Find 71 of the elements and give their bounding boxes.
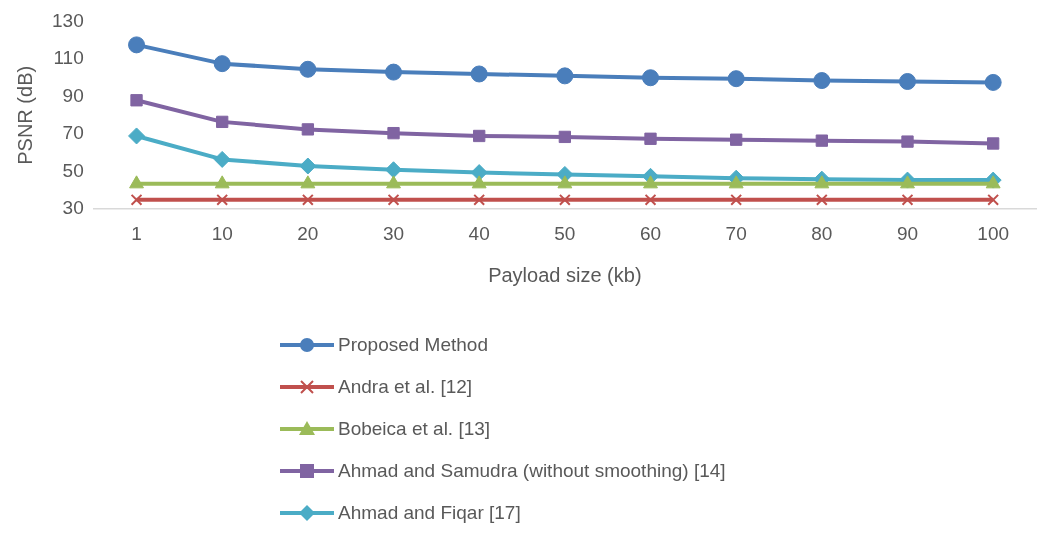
point xyxy=(901,135,914,148)
point xyxy=(128,127,146,145)
x-tick-label: 30 xyxy=(382,222,405,244)
point xyxy=(130,193,143,206)
point xyxy=(385,63,403,81)
x-axis-title: Payload size (kb) xyxy=(488,263,642,286)
legend-label: Bobeica et al. [13] xyxy=(338,418,491,440)
point xyxy=(387,126,400,140)
point xyxy=(129,175,144,189)
point xyxy=(213,150,231,168)
y-tick-label: 50 xyxy=(62,159,84,181)
point xyxy=(300,175,316,189)
y-tick-label: 90 xyxy=(62,84,84,106)
x-tick-label: 60 xyxy=(639,222,662,244)
point xyxy=(987,193,1000,206)
point xyxy=(643,175,658,189)
y-tick-label: 110 xyxy=(53,47,84,69)
x-tick-label: 80 xyxy=(811,222,833,244)
point xyxy=(216,115,229,129)
point xyxy=(556,67,574,85)
point xyxy=(557,175,573,189)
y-tick-label: 130 xyxy=(52,9,84,31)
x-tick-label: 70 xyxy=(725,222,747,244)
point xyxy=(644,132,657,145)
point xyxy=(984,73,1002,91)
x-tick-label: 90 xyxy=(896,222,919,244)
point xyxy=(815,193,828,206)
point xyxy=(558,130,572,144)
y-axis-title: PSNR (dB) xyxy=(13,65,36,165)
point xyxy=(727,70,745,88)
point xyxy=(213,55,231,73)
point xyxy=(901,193,914,206)
point xyxy=(299,157,317,175)
x-tick-label: 100 xyxy=(977,222,1010,244)
legend-label: Andra et al. [12] xyxy=(338,376,473,398)
point xyxy=(730,193,743,206)
point xyxy=(299,60,317,78)
point xyxy=(387,193,400,206)
x-tick-label: 20 xyxy=(297,222,319,244)
point xyxy=(216,193,229,206)
y-tick-label: 30 xyxy=(62,197,84,219)
y-tick-label: 70 xyxy=(62,122,84,144)
point xyxy=(130,94,143,107)
legend-label: Ahmad and Samudra (without smoothing) [14] xyxy=(338,460,726,482)
point xyxy=(985,175,1001,189)
x-tick-label: 10 xyxy=(211,222,233,244)
point xyxy=(473,129,486,143)
point xyxy=(987,137,1000,150)
x-tick-label: 40 xyxy=(468,222,490,244)
point xyxy=(642,69,660,87)
point xyxy=(301,193,314,206)
x-tick-label: 1 xyxy=(131,222,142,244)
point xyxy=(728,175,744,189)
point xyxy=(471,175,487,189)
point xyxy=(814,175,830,189)
point xyxy=(813,72,831,90)
point xyxy=(644,193,657,206)
point xyxy=(558,193,571,206)
legend-label: Proposed Method xyxy=(338,334,488,356)
point xyxy=(214,175,230,189)
legend-label: Ahmad and Fiqar [17] xyxy=(338,502,521,524)
point xyxy=(128,36,146,54)
point xyxy=(386,175,401,189)
point xyxy=(470,65,488,83)
point xyxy=(900,175,915,189)
point xyxy=(815,134,828,147)
point xyxy=(473,193,486,206)
point xyxy=(899,73,917,90)
x-tick-label: 50 xyxy=(554,222,576,244)
point xyxy=(301,123,315,136)
point xyxy=(730,133,743,146)
